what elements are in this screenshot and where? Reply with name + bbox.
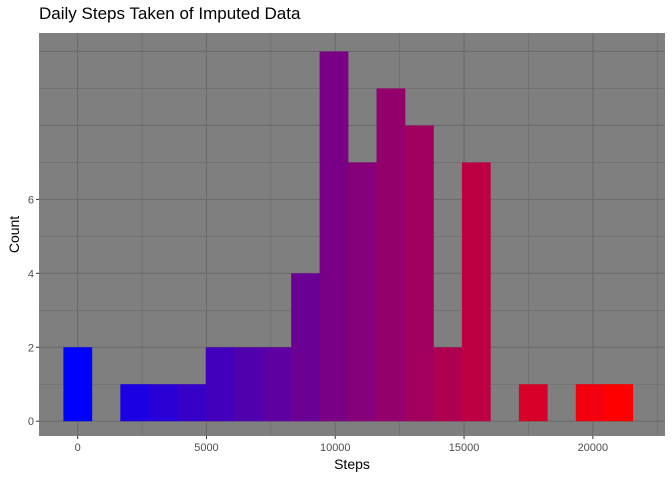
- histogram-bar: [291, 273, 320, 422]
- histogram-bar: [433, 347, 463, 422]
- histogram-bar: [120, 384, 150, 422]
- x-tick-label: 10000: [320, 442, 351, 454]
- histogram-bar: [604, 384, 634, 422]
- x-tick-label: 5000: [194, 442, 218, 454]
- x-axis: 0 5000 10000 15000 20000: [75, 436, 609, 454]
- y-axis: 0 2 4 6: [28, 194, 39, 428]
- histogram-bar: [575, 384, 605, 422]
- histogram-bar: [63, 347, 93, 422]
- histogram-bars: [63, 51, 634, 422]
- histogram-bar: [461, 162, 491, 422]
- x-tick-label: 15000: [449, 442, 480, 454]
- histogram-bar: [148, 384, 178, 422]
- histogram-bar: [177, 384, 207, 422]
- histogram-bar: [319, 51, 349, 422]
- y-tick-label: 0: [28, 416, 34, 428]
- histogram-bar: [348, 162, 377, 422]
- histogram-bar: [234, 347, 263, 422]
- histogram-bar: [205, 347, 235, 422]
- histogram-bar: [518, 384, 548, 422]
- y-tick-label: 2: [28, 342, 34, 354]
- x-tick-label: 20000: [578, 442, 609, 454]
- histogram-bar: [376, 88, 406, 422]
- y-tick-label: 6: [28, 194, 34, 206]
- histogram-bar: [405, 125, 434, 422]
- x-tick-label: 0: [75, 442, 81, 454]
- x-axis-title: Steps: [334, 456, 370, 472]
- chart-title: Daily Steps Taken of Imputed Data: [39, 4, 301, 23]
- y-tick-label: 4: [28, 268, 34, 280]
- y-axis-title: Count: [6, 216, 22, 253]
- histogram-bar: [262, 347, 292, 422]
